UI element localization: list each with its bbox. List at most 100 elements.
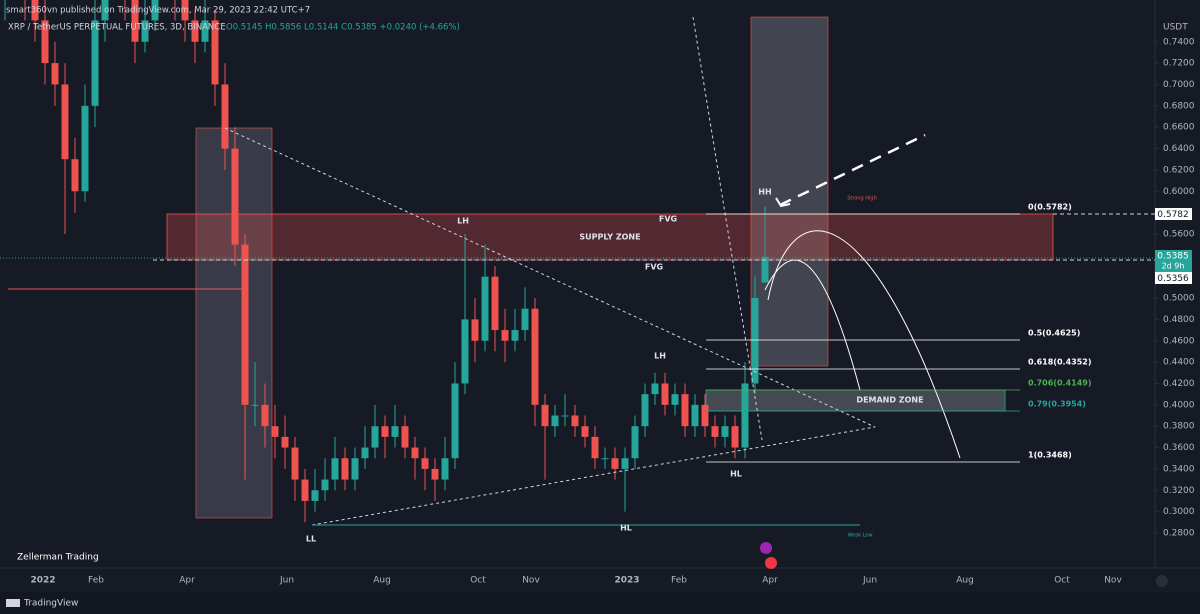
fib-label: 0.706(0.4149) xyxy=(1028,379,1092,388)
swing-label: HL xyxy=(730,470,742,479)
candle-body xyxy=(281,436,289,448)
candle-body xyxy=(611,458,619,469)
candle-body xyxy=(531,308,539,405)
candle-body xyxy=(331,458,339,480)
candle-body xyxy=(131,0,139,42)
fib-label: 0(0.5782) xyxy=(1028,203,1072,212)
trendline xyxy=(224,127,876,428)
swing-label: LH xyxy=(654,352,666,361)
candle-body xyxy=(481,276,489,341)
candle-body xyxy=(431,468,439,480)
candle-body xyxy=(41,20,49,64)
price-tick-label: 0.5000 xyxy=(1163,294,1195,304)
price-tick-label: 0.5600 xyxy=(1163,229,1195,239)
candle-body xyxy=(231,148,239,245)
strong-high-label: Strong High xyxy=(847,196,877,202)
candle-body xyxy=(551,415,559,427)
candle-body xyxy=(71,159,79,192)
candle-body xyxy=(691,404,699,427)
projection-curve xyxy=(764,259,861,391)
price-tick-label: 0.3200 xyxy=(1163,486,1195,496)
time-label: Aug xyxy=(956,576,974,586)
time-label: Aug xyxy=(373,576,391,586)
price-tick-label: 0.6400 xyxy=(1163,144,1195,154)
fib-label: 0.618(0.4352) xyxy=(1028,358,1092,367)
candle-body xyxy=(291,447,299,480)
supply-zone-label: SUPPLY ZONE xyxy=(579,233,640,242)
fib-retracement: 0(0.5782) 0.5(0.4625) 0.618(0.4352) 0.706(0… xyxy=(706,203,1092,463)
candle-body xyxy=(501,330,509,341)
candle-body xyxy=(151,0,159,21)
price-tick-label: 0.4600 xyxy=(1163,336,1195,346)
candle-body xyxy=(561,415,569,417)
candle-body xyxy=(51,63,59,85)
candle-body xyxy=(621,458,629,469)
candle-body xyxy=(91,20,99,106)
candle-body xyxy=(761,256,769,283)
time-label: Feb xyxy=(88,576,104,586)
candle-body xyxy=(81,105,89,192)
candle-body xyxy=(511,330,519,341)
candle-body xyxy=(401,426,409,448)
weak-low-label: Weak Low xyxy=(847,533,872,539)
candle-body xyxy=(321,479,329,491)
candle-body xyxy=(341,458,349,480)
candle-body xyxy=(271,426,279,437)
symbol: XRP / TetherUS PERPETUAL FUTURES, 3D, BI… xyxy=(8,23,226,33)
time-label: Oct xyxy=(470,576,486,586)
candle-body xyxy=(191,20,199,42)
candle-body xyxy=(361,447,369,459)
current-price: 0.5385 xyxy=(1157,252,1189,262)
candle-body xyxy=(251,404,259,406)
price-tick-label: 0.4800 xyxy=(1163,315,1195,325)
candle-body xyxy=(351,458,359,480)
price-tick-label: 0.7200 xyxy=(1163,59,1195,69)
candle-body xyxy=(541,404,549,427)
time-label: Nov xyxy=(1104,576,1122,586)
candle-body xyxy=(681,394,689,427)
price-tick-label: 0.3800 xyxy=(1163,422,1195,432)
event-icon[interactable] xyxy=(765,557,777,569)
time-label: 2023 xyxy=(614,576,639,586)
price-tag xyxy=(1155,208,1192,220)
candle-body xyxy=(241,244,249,405)
time-label: Feb xyxy=(671,576,687,586)
time-label: Apr xyxy=(762,576,778,586)
swing-label: HH xyxy=(758,188,771,197)
candle-body xyxy=(751,298,759,384)
swing-label: HL xyxy=(620,524,632,533)
fib-label: 1(0.3468) xyxy=(1028,451,1072,460)
candle-body xyxy=(601,458,609,460)
fvg-label: FVG xyxy=(659,215,677,224)
swing-label: LH xyxy=(457,217,469,226)
price-tick-label: 0.2800 xyxy=(1163,528,1195,538)
auto-scale-button[interactable] xyxy=(1156,575,1168,587)
fvg-label: FVG xyxy=(645,263,663,272)
candle-body xyxy=(651,383,659,395)
price-tick-label: 0.6600 xyxy=(1163,123,1195,133)
candle-body xyxy=(521,308,529,331)
candle-body xyxy=(421,458,429,469)
candle-body xyxy=(701,404,709,427)
candle-body xyxy=(571,415,579,427)
candle-body xyxy=(591,436,599,459)
price-tag xyxy=(1155,272,1192,284)
price-tick-label: 0.4400 xyxy=(1163,358,1195,368)
candle-body xyxy=(441,458,449,480)
candle-body xyxy=(671,394,679,405)
candle-body xyxy=(461,319,469,384)
publisher: smart360vn published on TradingView.com,… xyxy=(6,6,310,16)
candle-body xyxy=(141,20,149,42)
price-tag-label: 0.5356 xyxy=(1157,274,1189,284)
candle-body xyxy=(311,490,319,501)
candle-body xyxy=(471,319,479,341)
ohlc: O0.5145 H0.5856 L0.5144 C0.5385 +0.0240 … xyxy=(226,23,460,33)
candle-body xyxy=(721,426,729,437)
supply-zone xyxy=(166,213,1054,261)
countdown: 2d 9h xyxy=(1162,262,1185,271)
event-icon[interactable] xyxy=(760,542,772,554)
projection-curve xyxy=(767,230,961,459)
arrow-head xyxy=(775,197,791,208)
candle-body xyxy=(731,426,739,448)
author: Zellerman Trading xyxy=(17,553,99,563)
